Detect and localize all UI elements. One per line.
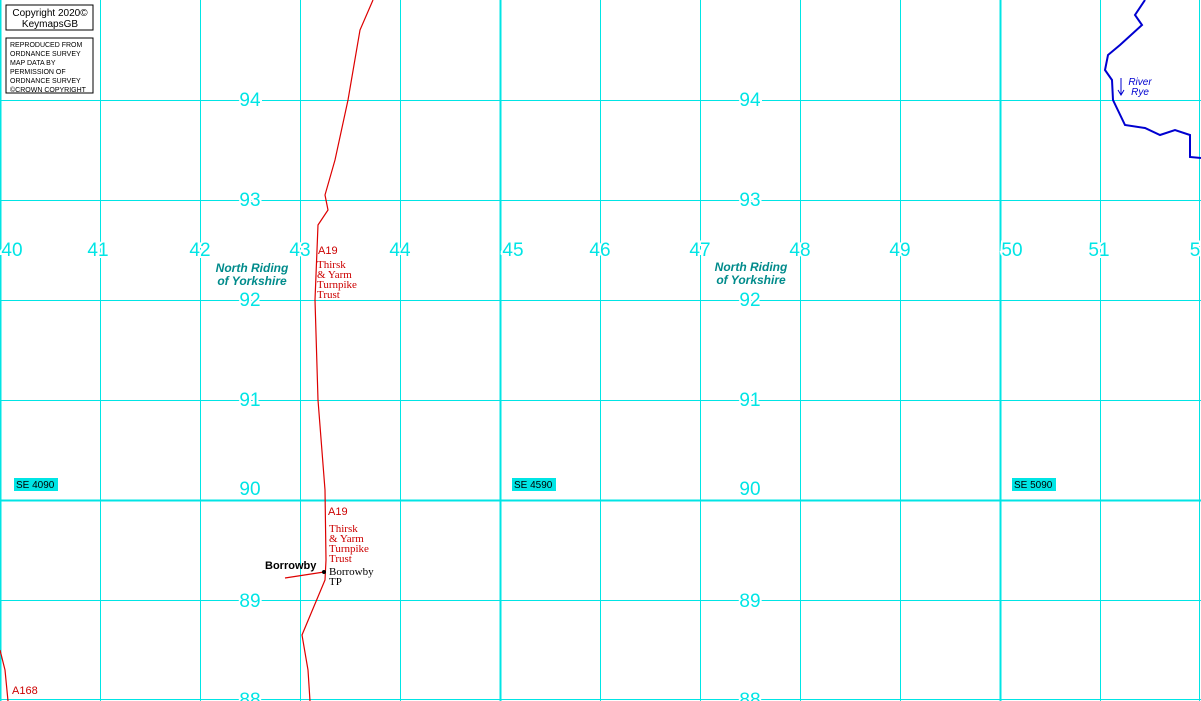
road-name: Trust xyxy=(317,289,340,301)
easting-label: 46 xyxy=(589,240,610,261)
road-name: Turnpike xyxy=(329,543,369,555)
easting-label: 44 xyxy=(389,240,411,261)
toll-point xyxy=(322,570,326,574)
square-box xyxy=(14,478,58,491)
northing-label: 91 xyxy=(739,390,760,411)
northing-label: 90 xyxy=(739,479,760,500)
licence-line: REPRODUCED FROM xyxy=(10,42,83,49)
easting-label: 45 xyxy=(502,240,523,261)
square-label: SE 5090 xyxy=(1014,480,1053,491)
river-arrow xyxy=(1117,78,1125,96)
road-name: Thirsk xyxy=(317,259,346,271)
easting-label: 51 xyxy=(1088,240,1109,261)
copyright-box xyxy=(5,4,94,31)
easting-label: 42 xyxy=(189,240,210,261)
square-box xyxy=(512,478,556,491)
northing-label: 91 xyxy=(239,390,260,411)
northing-label: 88 xyxy=(239,690,260,701)
easting-label: 40 xyxy=(1,240,22,261)
road-label: A19 xyxy=(318,245,338,257)
square-label: SE 4090 xyxy=(16,480,55,491)
northing-label: 89 xyxy=(239,591,260,612)
road-label: A19 xyxy=(328,506,348,518)
region: of Yorkshire xyxy=(217,274,287,288)
easting-label: 41 xyxy=(87,240,108,261)
region: of Yorkshire xyxy=(716,273,786,287)
road-borrowby xyxy=(284,571,325,579)
road-name: Trust xyxy=(329,553,352,565)
easting-label: 48 xyxy=(789,240,810,261)
northing-label: 94 xyxy=(739,90,761,111)
licence-box xyxy=(5,37,94,94)
road-name: Thirsk xyxy=(329,523,358,535)
toll-label: TP xyxy=(329,576,342,588)
northing-label: 92 xyxy=(739,290,760,311)
licence-line: MAP DATA BY xyxy=(10,60,56,67)
road-label: A168 xyxy=(12,685,38,697)
licence-line: ©CROWN COPYRIGHT xyxy=(10,86,87,94)
easting-label: 50 xyxy=(1001,240,1022,261)
copyright: KeymapsGB xyxy=(22,19,78,30)
toll-label: Borrowby xyxy=(329,566,374,578)
square-label: SE 4590 xyxy=(514,480,553,491)
licence-line: ORDNANCE SURVEY xyxy=(10,51,81,58)
copyright: Copyright 2020© xyxy=(12,8,88,19)
square-box xyxy=(1012,478,1056,491)
road-name: Turnpike xyxy=(317,279,357,291)
licence-line: PERMISSION OF xyxy=(10,69,66,76)
licence-line: ORDNANCE SURVEY xyxy=(10,78,81,85)
river-label: River xyxy=(1128,77,1152,88)
easting-label: 49 xyxy=(889,240,910,261)
road-name: & Yarm xyxy=(317,269,352,281)
road-name: & Yarm xyxy=(329,533,364,545)
northing-label: 94 xyxy=(239,90,261,111)
easting-label: 47 xyxy=(689,240,710,261)
easting-label: 43 xyxy=(289,240,310,261)
northing-label: 89 xyxy=(739,591,760,612)
northing-label: 93 xyxy=(239,190,260,211)
northing-label: 92 xyxy=(239,290,260,311)
road-a168 xyxy=(0,649,9,701)
northing-label: 93 xyxy=(739,190,760,211)
region: North Riding xyxy=(715,260,788,274)
river-label: Rye xyxy=(1131,87,1149,98)
river xyxy=(1103,0,1201,159)
easting-label: 5 xyxy=(1190,240,1201,261)
northing-label: 90 xyxy=(239,479,260,500)
village: Borrowby xyxy=(265,560,317,572)
region: North Riding xyxy=(216,261,289,275)
northing-label: 88 xyxy=(739,690,760,701)
road-a19 xyxy=(301,0,374,701)
